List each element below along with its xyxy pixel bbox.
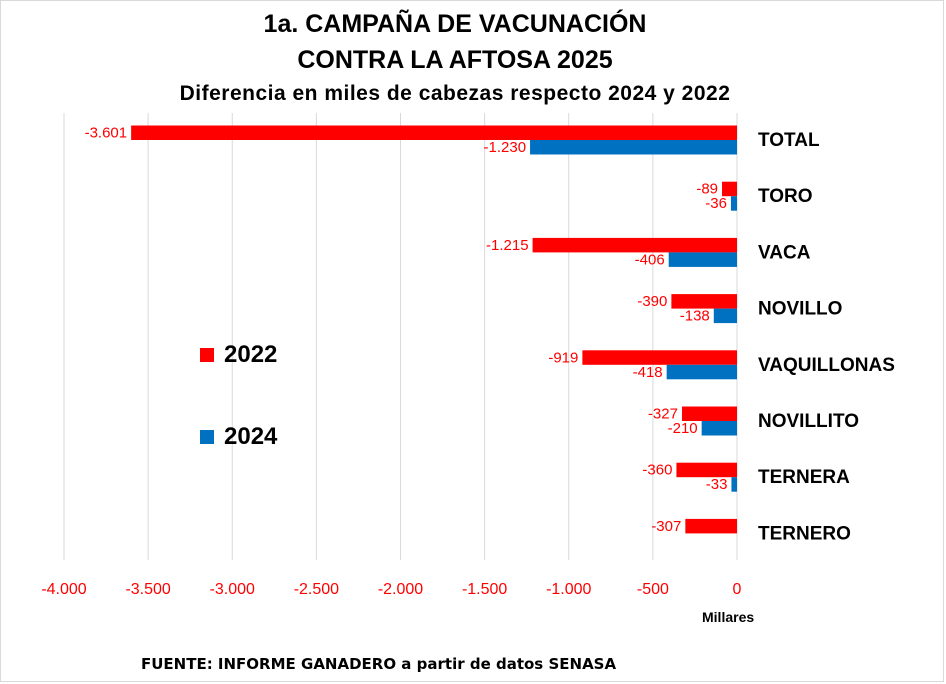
chart-title: 1a. CAMPAÑA DE VACUNACIÓN: [263, 10, 647, 38]
data-label-2024: -406: [635, 251, 665, 268]
bar-2024: [668, 252, 737, 267]
x-tick-label: -3.500: [125, 581, 170, 598]
legend-label-2022: 2022: [224, 341, 278, 368]
data-label-2022: -89: [696, 181, 718, 198]
bar-2022: [722, 181, 737, 197]
data-label-2022: -1.215: [486, 237, 529, 254]
data-label-2022: -3.601: [85, 125, 128, 142]
category-label: TERNERA: [758, 467, 850, 488]
data-label-2024: -138: [680, 308, 710, 325]
legend-item-2024: 2024: [200, 423, 277, 451]
data-label-2024: -1.230: [484, 139, 527, 156]
x-tick-label: -2.500: [294, 581, 339, 598]
data-label-2022: -327: [648, 406, 678, 423]
x-axis-unit: Millares: [702, 609, 754, 625]
data-label-2022: -307: [651, 518, 681, 535]
bar-2022: [685, 518, 737, 534]
bar-2022: [676, 462, 737, 478]
x-tick-label: -1.500: [462, 581, 507, 598]
data-label-2024: -418: [633, 364, 663, 381]
data-label-2022: -390: [637, 293, 667, 310]
category-label: TOTAL: [758, 130, 820, 151]
bar-2022: [671, 294, 737, 309]
x-tick-label: 0: [733, 581, 742, 598]
bar-2024: [713, 308, 737, 324]
bar-2024: [530, 140, 737, 155]
x-tick-label: -3.000: [210, 581, 255, 598]
source-note: FUENTE: INFORME GANADERO a partir de dat…: [141, 655, 617, 673]
bar-2022: [582, 350, 737, 365]
bar-2024: [730, 196, 737, 211]
data-label-2024: -36: [705, 195, 727, 212]
bar-2024: [666, 364, 737, 380]
category-label: VAQUILLONAS: [758, 355, 895, 376]
chart-subtitle: Diferencia en miles de cabezas respecto …: [179, 82, 731, 105]
x-tick-label: -500: [637, 581, 669, 598]
legend-label-2024: 2024: [224, 423, 278, 450]
x-tick-label: -4.000: [41, 581, 86, 598]
legend-item-2022: 2022: [200, 341, 277, 369]
category-label: VACA: [758, 242, 811, 263]
data-label-2024: -33: [706, 476, 728, 493]
data-label-2024: -210: [668, 420, 698, 437]
bar-2024: [731, 477, 737, 492]
category-label: NOVILLITO: [758, 411, 859, 432]
bar-2024: [701, 421, 737, 436]
legend-swatch-2024: [200, 430, 214, 444]
x-tick-label: -1.000: [546, 581, 591, 598]
data-label-2022: -360: [642, 462, 672, 479]
x-tick-label: -2.000: [378, 581, 423, 598]
bar-2022: [532, 237, 737, 253]
category-label: NOVILLO: [758, 299, 842, 320]
category-label: TERNERO: [758, 523, 851, 544]
bar-2022: [681, 406, 737, 421]
category-label: TORO: [758, 186, 813, 207]
bar-2022: [131, 125, 738, 140]
data-label-2022: -919: [548, 349, 578, 366]
legend-swatch-2022: [200, 348, 214, 362]
chart-title-line2: CONTRA LA AFTOSA 2025: [297, 46, 613, 74]
